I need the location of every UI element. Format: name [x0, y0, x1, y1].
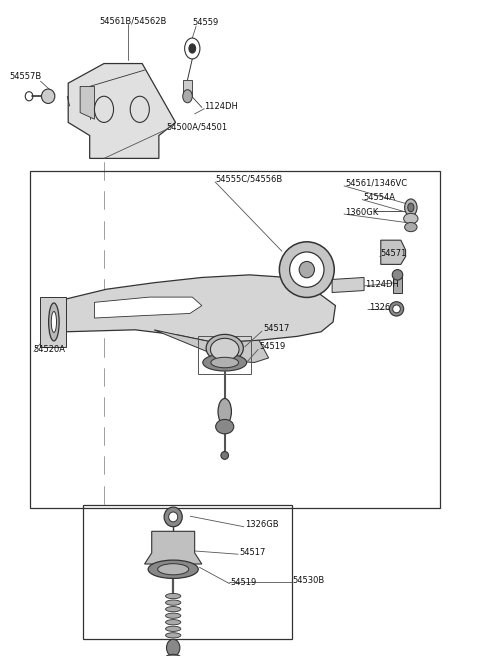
Ellipse shape — [218, 399, 231, 424]
Ellipse shape — [167, 639, 180, 656]
Text: 54520A: 54520A — [34, 345, 66, 354]
Bar — [30, 171, 441, 509]
Ellipse shape — [41, 89, 55, 103]
Ellipse shape — [166, 620, 181, 625]
Text: 54555C/54556B: 54555C/54556B — [215, 175, 282, 184]
Ellipse shape — [289, 252, 324, 287]
Ellipse shape — [166, 606, 181, 612]
Ellipse shape — [166, 626, 181, 631]
Ellipse shape — [164, 507, 182, 527]
Bar — [183, 80, 192, 97]
Bar — [199, 336, 251, 374]
Ellipse shape — [404, 214, 418, 224]
Polygon shape — [154, 330, 269, 363]
Polygon shape — [68, 64, 176, 158]
Text: 54561/1346VC: 54561/1346VC — [345, 179, 407, 188]
Text: 54559: 54559 — [192, 18, 218, 27]
Bar — [83, 505, 292, 639]
Text: 54571: 54571 — [381, 250, 407, 258]
Ellipse shape — [48, 303, 59, 341]
Ellipse shape — [389, 302, 404, 316]
Ellipse shape — [203, 354, 247, 371]
Ellipse shape — [392, 269, 403, 280]
Ellipse shape — [216, 419, 234, 434]
Text: 54557B: 54557B — [10, 72, 42, 81]
Ellipse shape — [206, 334, 243, 362]
Text: 54561B/54562B: 54561B/54562B — [99, 16, 167, 26]
Ellipse shape — [51, 311, 57, 332]
Ellipse shape — [166, 600, 181, 605]
Polygon shape — [381, 240, 406, 264]
Text: 54519: 54519 — [230, 578, 257, 587]
Ellipse shape — [168, 512, 178, 522]
Text: 1124DH: 1124DH — [365, 279, 399, 288]
Text: 54554A: 54554A — [363, 193, 395, 202]
Ellipse shape — [148, 560, 198, 578]
Ellipse shape — [221, 451, 228, 459]
Ellipse shape — [393, 305, 400, 313]
Text: 54519: 54519 — [259, 342, 285, 351]
Ellipse shape — [210, 338, 239, 361]
Text: 1360GK: 1360GK — [345, 208, 378, 217]
Text: 1124DH: 1124DH — [204, 102, 238, 110]
Ellipse shape — [166, 593, 181, 599]
Ellipse shape — [299, 261, 314, 278]
Polygon shape — [332, 277, 364, 292]
Text: 1326GB: 1326GB — [245, 520, 278, 530]
Ellipse shape — [405, 223, 417, 232]
Text: 1326GB: 1326GB — [369, 303, 402, 312]
Bar — [39, 297, 66, 347]
Text: 54517: 54517 — [263, 324, 289, 333]
Polygon shape — [144, 532, 202, 564]
Text: 54500A/54501: 54500A/54501 — [166, 122, 227, 131]
Ellipse shape — [211, 357, 239, 368]
Ellipse shape — [164, 654, 182, 657]
Ellipse shape — [157, 564, 189, 575]
Text: 54530B: 54530B — [292, 576, 325, 585]
Ellipse shape — [279, 242, 334, 298]
Ellipse shape — [408, 203, 414, 212]
Ellipse shape — [166, 613, 181, 618]
Polygon shape — [80, 87, 95, 119]
Polygon shape — [66, 275, 336, 343]
Circle shape — [189, 44, 196, 53]
Bar — [393, 274, 402, 292]
Ellipse shape — [166, 633, 181, 638]
Ellipse shape — [405, 199, 417, 216]
Circle shape — [183, 90, 192, 102]
Text: 54517: 54517 — [239, 548, 265, 556]
Polygon shape — [95, 297, 202, 318]
